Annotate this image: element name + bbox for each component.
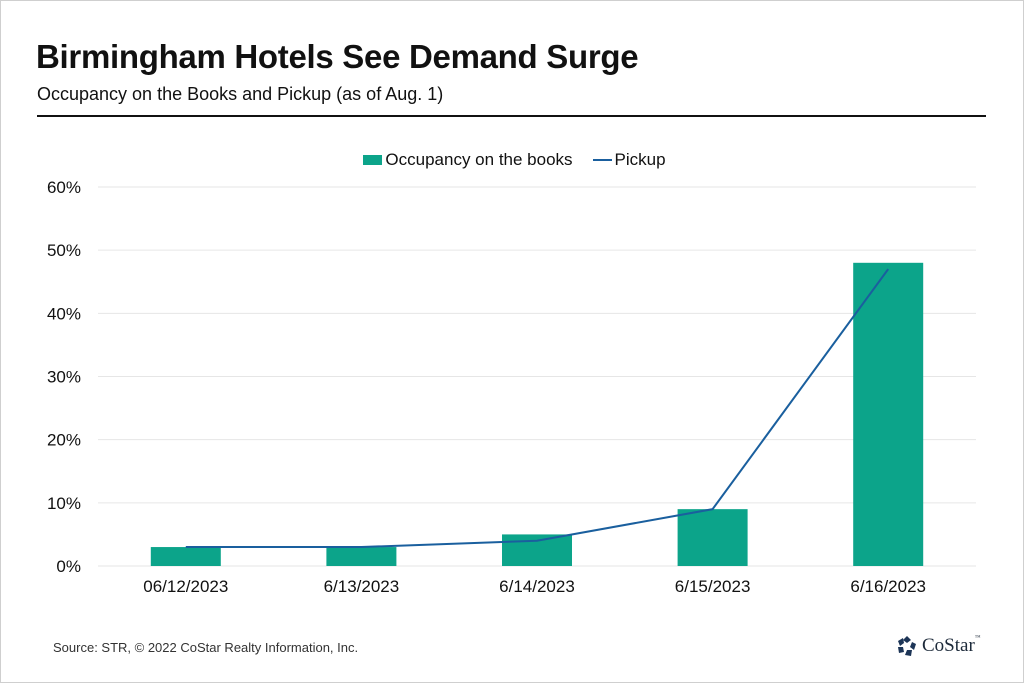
- bar-occupancy: [326, 547, 397, 566]
- bar-occupancy: [677, 509, 748, 566]
- source-note: Source: STR, © 2022 CoStar Realty Inform…: [53, 640, 359, 655]
- pickup-line: [185, 268, 890, 549]
- x-tick-label: 06/12/2023: [143, 577, 228, 596]
- costar-logo: CoStar™: [896, 635, 981, 657]
- y-tick-label: 20%: [47, 431, 81, 450]
- legend-item-pickup: Pickup: [592, 150, 666, 170]
- legend-item-occupancy: Occupancy on the books: [363, 150, 573, 170]
- y-tick-label: 50%: [47, 241, 81, 260]
- gridlines: [98, 186, 976, 567]
- chart-subtitle: Occupancy on the Books and Pickup (as of…: [37, 84, 444, 104]
- bar-occupancy: [502, 534, 572, 566]
- legend-bar-swatch: [363, 155, 383, 165]
- y-tick-label: 60%: [47, 178, 81, 197]
- x-tick-label: 6/13/2023: [324, 577, 400, 596]
- y-tick-label: 0%: [56, 557, 81, 576]
- x-tick-label: 6/15/2023: [675, 577, 751, 596]
- x-tick-label: 6/14/2023: [499, 577, 575, 596]
- pickup-line-group: [185, 268, 890, 549]
- legend-label-occupancy: Occupancy on the books: [385, 150, 573, 169]
- logo-tm: ™: [974, 635, 981, 641]
- title-divider: [37, 115, 986, 117]
- costar-wordmark: CoStar™: [922, 635, 981, 657]
- bar-occupancy: [853, 262, 924, 566]
- legend-label-pickup: Pickup: [614, 150, 666, 169]
- costar-star-icon: [898, 636, 916, 656]
- bars: [150, 262, 924, 566]
- y-tick-label: 40%: [47, 304, 81, 323]
- x-axis-ticks: 06/12/2023 6/13/2023 6/14/2023 6/15/2023 6/1…: [143, 577, 926, 596]
- logo-text: CoStar: [922, 635, 975, 656]
- y-tick-label: 30%: [47, 368, 81, 387]
- bar-occupancy: [150, 547, 221, 566]
- chart-title: Birmingham Hotels See Demand Surge: [36, 38, 639, 75]
- x-tick-label: 6/16/2023: [850, 577, 926, 596]
- y-tick-label: 10%: [47, 494, 81, 513]
- legend-line-swatch: [592, 159, 612, 161]
- legend: Occupancy on the books Pickup: [0, 150, 1024, 170]
- y-axis-ticks: 0% 10% 20% 30% 40% 50% 60%: [47, 178, 81, 576]
